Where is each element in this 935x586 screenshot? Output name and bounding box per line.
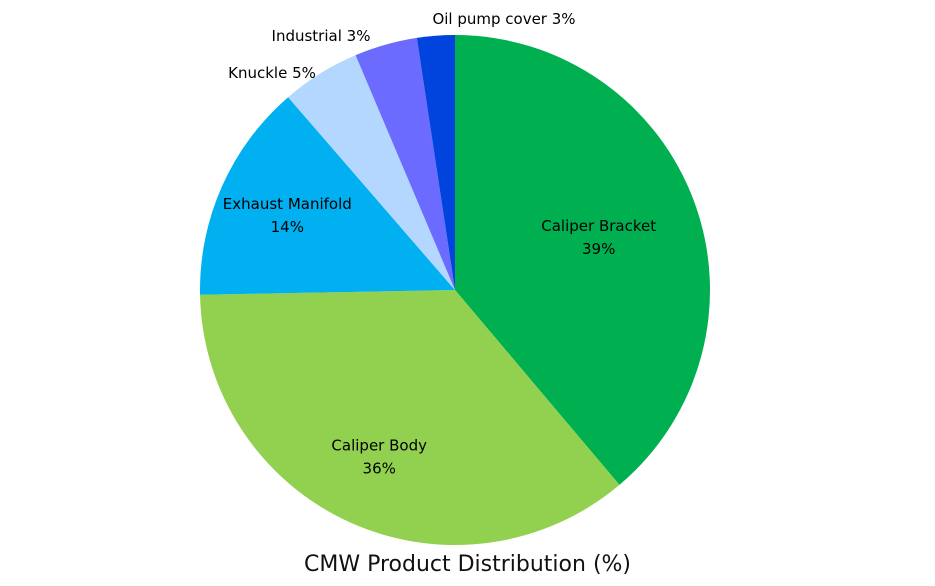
pie-slice-industrial (355, 37, 455, 290)
slice-label-industrial: Industrial 3% (272, 27, 371, 45)
slice-label-oil-pump-cover: Oil pump cover 3% (432, 10, 575, 28)
slice-label-exhaust-manifold: Exhaust Manifold 14% (223, 195, 352, 236)
pie-slice-knuckle (288, 55, 455, 290)
pie-slice-exhaust-manifold (200, 97, 455, 295)
slice-label-caliper-body: Caliper Body 36% (331, 437, 427, 478)
pie-slice-caliper-body (200, 290, 620, 545)
pie-slice-oil-pump-cover (416, 35, 455, 290)
slice-label-knuckle: Knuckle 5% (228, 64, 316, 82)
slice-label-caliper-bracket: Caliper Bracket 39% (541, 217, 656, 258)
pie-chart: Caliper Bracket 39% Caliper Body 36% Exhaust… (200, 10, 711, 545)
chart-title: CMW Product Distribution (%) (303, 552, 632, 577)
pie-slice-caliper-bracket (455, 35, 711, 485)
